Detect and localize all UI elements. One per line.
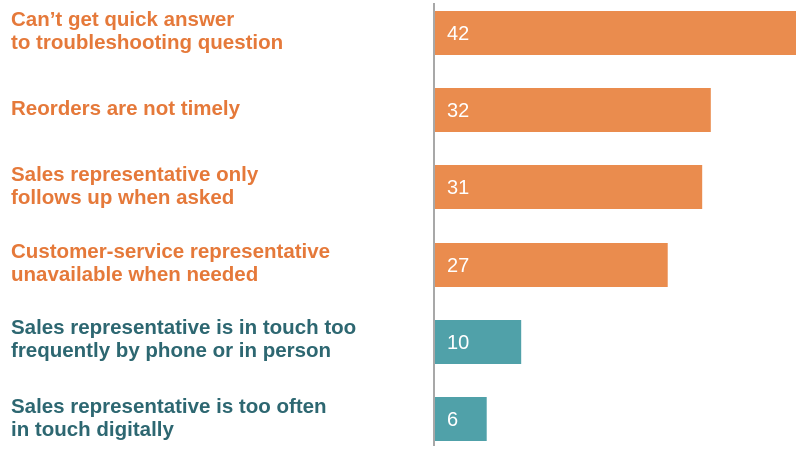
bar bbox=[435, 243, 668, 287]
bar-value-label: 32 bbox=[447, 100, 469, 122]
category-label: Can’t get quick answer to troubleshootin… bbox=[11, 8, 284, 54]
category-label: Customer-service representative unavaila… bbox=[11, 240, 331, 286]
bar bbox=[435, 397, 487, 441]
bar bbox=[435, 165, 703, 209]
bar-value-label: 27 bbox=[447, 255, 469, 277]
category-label: Sales representative is too often in tou… bbox=[11, 395, 327, 441]
category-label: Reorders are not timely bbox=[11, 97, 240, 120]
bar bbox=[435, 11, 796, 55]
bar-value-label: 31 bbox=[447, 177, 469, 199]
bar-value-label: 6 bbox=[447, 409, 458, 431]
category-label: Sales representative is in touch too fre… bbox=[11, 316, 357, 362]
bar bbox=[435, 320, 522, 364]
bar-value-label: 10 bbox=[447, 332, 469, 354]
category-label: Sales representative only follows up whe… bbox=[11, 163, 259, 209]
bar bbox=[435, 88, 711, 132]
bar-value-label: 42 bbox=[447, 23, 469, 45]
